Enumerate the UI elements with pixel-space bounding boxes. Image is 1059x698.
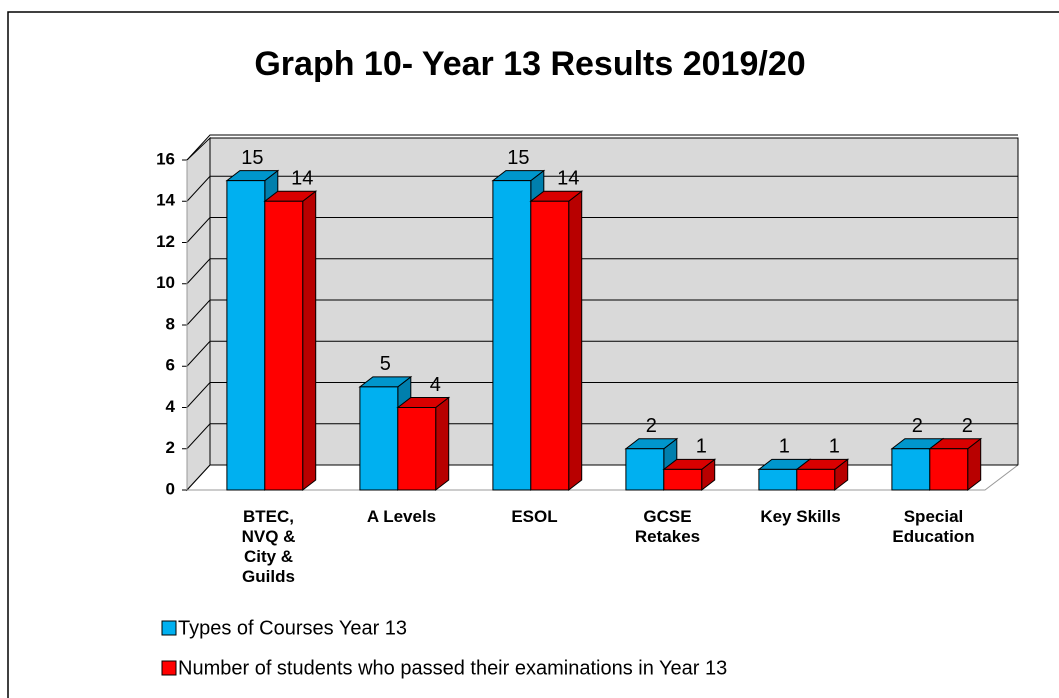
grid-line xyxy=(186,217,1018,243)
bar-side xyxy=(435,396,450,492)
value-label: 1 xyxy=(696,436,707,458)
value-label: 1 xyxy=(829,436,840,458)
y-tick-label: 4 xyxy=(166,397,176,416)
legend-label: Number of students who passed their exam… xyxy=(178,657,727,679)
value-label: 2 xyxy=(646,415,657,437)
grid-line xyxy=(186,299,1018,326)
y-tick-label: 16 xyxy=(156,149,175,168)
value-label: 15 xyxy=(507,147,529,169)
x-tick-label: BTEC, NVQ & City & Guilds xyxy=(241,507,296,586)
y-tick-label: 6 xyxy=(166,356,175,375)
grid-line xyxy=(186,258,1018,285)
bar xyxy=(397,407,437,491)
x-tick-label: Key Skills xyxy=(760,507,841,526)
value-label: 1 xyxy=(779,436,790,458)
y-tick-label: 14 xyxy=(156,191,175,210)
grid-line xyxy=(186,464,1018,491)
bar xyxy=(663,468,703,491)
x-tick-label: GCSE Retakes xyxy=(634,507,701,546)
back-wall xyxy=(209,137,1019,466)
value-label: 4 xyxy=(430,374,441,396)
grid-line xyxy=(186,340,1018,367)
x-tick-label: A Levels xyxy=(366,507,437,526)
x-tick-label: Special Education xyxy=(892,507,975,546)
bar xyxy=(891,448,931,491)
y-tick-label: 2 xyxy=(166,438,175,457)
y-tick-label: 8 xyxy=(166,314,175,333)
bar xyxy=(929,448,969,491)
y-tick-label: 0 xyxy=(166,479,175,498)
x-tick-label: ESOL xyxy=(511,507,558,526)
bar xyxy=(758,468,798,491)
value-label: 14 xyxy=(291,168,313,190)
bar xyxy=(359,386,399,491)
grid-line xyxy=(186,423,1018,450)
value-label: 15 xyxy=(241,147,263,169)
grid-line xyxy=(186,382,1018,408)
value-label: 2 xyxy=(912,415,923,437)
bar xyxy=(530,200,570,491)
legend-swatch xyxy=(161,660,177,676)
y-tick-label: 12 xyxy=(156,232,175,251)
value-label: 2 xyxy=(962,415,973,437)
bar-side xyxy=(568,190,583,492)
side-wall xyxy=(186,136,211,492)
bar xyxy=(625,448,665,491)
bar xyxy=(226,180,266,491)
grid-line xyxy=(186,134,1018,161)
legend-swatch xyxy=(161,620,177,636)
y-tick-label: 10 xyxy=(156,273,175,292)
chart-title: Graph 10- Year 13 Results 2019/20 xyxy=(254,45,805,83)
bar xyxy=(796,468,836,491)
bar xyxy=(492,180,532,491)
legend-label: Types of Courses Year 13 xyxy=(178,617,407,639)
grid-line xyxy=(186,175,1018,202)
bar xyxy=(264,200,304,491)
value-label: 5 xyxy=(380,353,391,375)
value-label: 14 xyxy=(557,168,579,190)
bar-side xyxy=(302,190,317,492)
